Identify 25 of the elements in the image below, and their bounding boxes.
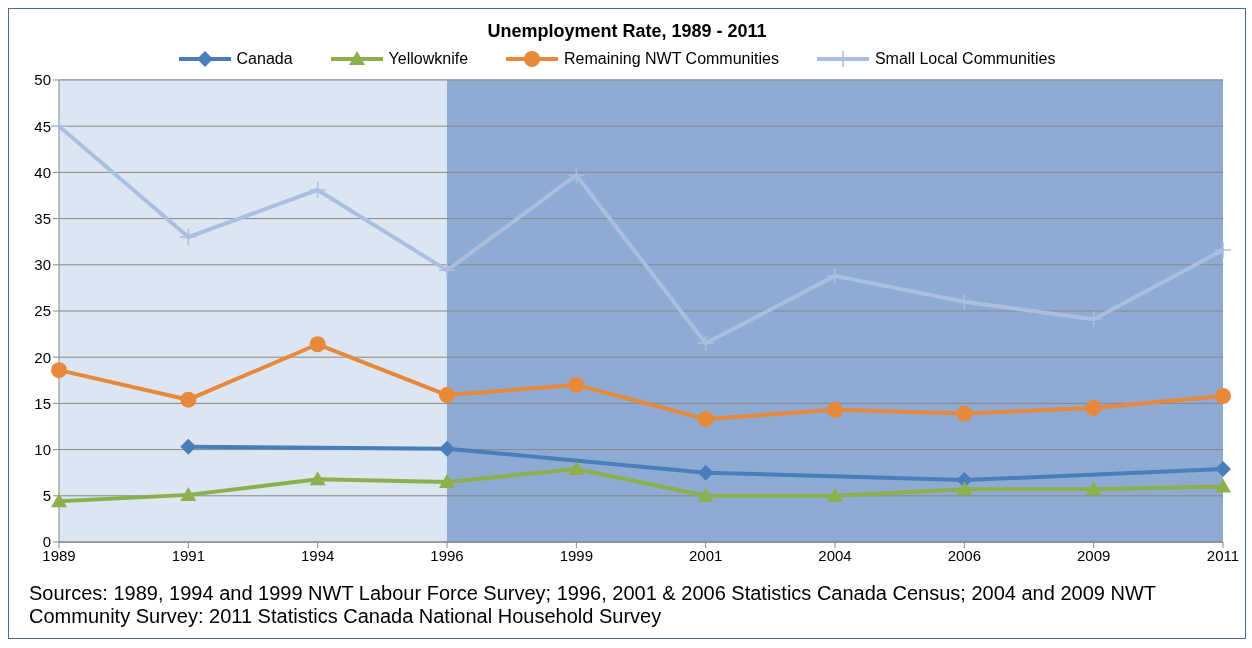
source-note: Sources: 1989, 1994 and 1999 NWT Labour Force Survey; 1996, 2001 & 2006 Statistics Canada Census; 2004 and 2009 NWT Community Survey: 2011 Statistics Canada National Household Survey bbox=[28, 582, 1157, 629]
x-tick-label: 2004 bbox=[818, 546, 852, 564]
x-tick-label: 2001 bbox=[688, 546, 723, 564]
y-tick-label: 35 bbox=[34, 209, 51, 227]
y-tick-label: 10 bbox=[34, 440, 51, 458]
y-tick-label: 40 bbox=[34, 163, 51, 181]
x-tick-label: 2009 bbox=[1076, 546, 1111, 564]
y-tick-label: 20 bbox=[34, 348, 51, 366]
x-tick-label: 2011 bbox=[1206, 546, 1240, 564]
legend-label: Canada bbox=[236, 50, 293, 68]
chart-title: Unemployment Rate, 1989 - 2011 bbox=[486, 21, 768, 42]
x-tick-label: 1999 bbox=[559, 546, 594, 564]
y-tick-label: 15 bbox=[34, 394, 51, 412]
y-tick-label: 25 bbox=[34, 302, 51, 320]
x-tick-label: 2006 bbox=[947, 546, 982, 564]
legend-label: Yellowknife bbox=[388, 50, 469, 68]
y-tick-label: 5 bbox=[42, 487, 51, 505]
y-tick-label: 50 bbox=[34, 71, 51, 89]
legend-label: Small Local Communities bbox=[874, 50, 1056, 68]
y-tick-label: 45 bbox=[34, 117, 51, 135]
x-tick-label: 1996 bbox=[430, 546, 464, 564]
legend-label: Remaining NWT Communities bbox=[564, 50, 779, 68]
y-tick-label: 30 bbox=[34, 256, 51, 274]
x-tick-label: 1991 bbox=[171, 546, 206, 564]
x-tick-label: 1994 bbox=[300, 546, 335, 564]
